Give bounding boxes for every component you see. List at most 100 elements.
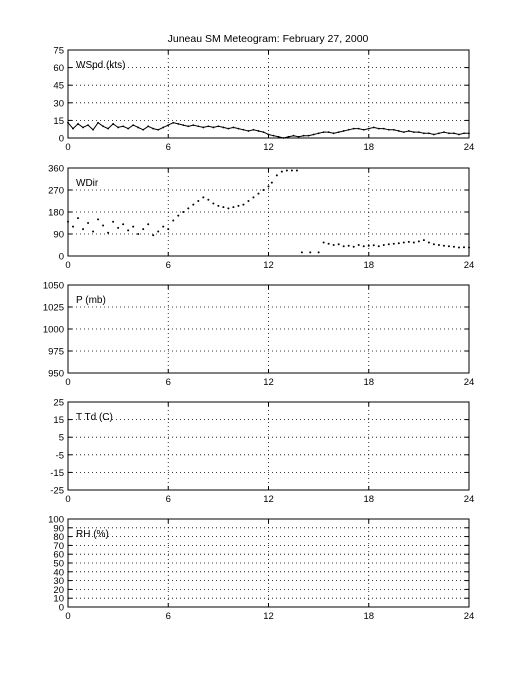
- data-point: [327, 242, 330, 245]
- x-tick-label: 0: [65, 611, 70, 622]
- data-point: [117, 226, 120, 229]
- y-tick-label: 80: [53, 532, 64, 543]
- data-point: [367, 244, 370, 247]
- data-point: [312, 133, 315, 136]
- data-point: [117, 126, 120, 129]
- data-point: [227, 207, 230, 210]
- data-point: [422, 239, 425, 242]
- data-point: [192, 124, 195, 126]
- data-point: [222, 206, 225, 209]
- data-point: [300, 251, 303, 254]
- data-point: [67, 121, 69, 124]
- data-point: [442, 244, 445, 247]
- data-point: [332, 132, 335, 135]
- data-point: [332, 244, 335, 246]
- data-point: [468, 246, 470, 249]
- data-point: [97, 121, 99, 124]
- x-tick-label: 24: [464, 611, 475, 622]
- data-point: [137, 126, 140, 129]
- data-point: [352, 127, 355, 130]
- y-tick-label: 25: [53, 398, 64, 409]
- data-point: [427, 241, 430, 244]
- data-point: [463, 132, 465, 135]
- data-point: [322, 241, 325, 244]
- data-point: [428, 132, 430, 135]
- data-point: [252, 196, 255, 199]
- data-point: [222, 126, 225, 129]
- data-point: [352, 245, 355, 248]
- y-tick-label: 50: [53, 559, 64, 570]
- figure-title: Juneau SM Meteogram: February 27, 2000: [168, 33, 369, 45]
- x-tick-label: 24: [464, 142, 475, 153]
- panel-label: WSpd (kts): [76, 60, 125, 71]
- x-tick-label: 12: [263, 142, 274, 153]
- y-tick-label: 90: [53, 230, 64, 241]
- data-point: [167, 124, 170, 126]
- x-tick-label: 24: [464, 494, 475, 505]
- data-point: [377, 127, 380, 130]
- data-point: [453, 132, 455, 135]
- data-point: [257, 192, 260, 195]
- data-point: [342, 245, 345, 248]
- data-point: [102, 125, 104, 128]
- y-tick-label: 60: [53, 550, 64, 561]
- data-point: [402, 131, 405, 134]
- data-point: [107, 127, 109, 130]
- y-tick-label: -25: [50, 486, 64, 497]
- data-point: [92, 230, 95, 233]
- data-point: [317, 132, 320, 135]
- data-point: [422, 132, 425, 135]
- data-point: [202, 126, 205, 129]
- data-point: [177, 214, 180, 217]
- data-point: [177, 123, 180, 125]
- data-point: [287, 135, 290, 138]
- data-point: [292, 134, 295, 137]
- data-point: [212, 126, 215, 129]
- data-point: [433, 133, 435, 136]
- data-point: [382, 127, 385, 130]
- data-point: [397, 130, 400, 132]
- y-tick-label: 20: [53, 585, 64, 596]
- x-tick-label: 24: [464, 260, 475, 271]
- data-point: [242, 128, 245, 131]
- data-point: [447, 245, 450, 248]
- y-tick-label: 30: [53, 98, 64, 109]
- data-point: [252, 128, 255, 131]
- x-tick-label: 0: [65, 377, 70, 388]
- x-tick-label: 0: [65, 494, 70, 505]
- data-point: [362, 245, 365, 248]
- data-point: [72, 225, 75, 228]
- panel-temp: 0 6 12 18 24 -25 -15 -5 5 15 25 T Td (C): [50, 398, 474, 506]
- data-point: [392, 242, 395, 245]
- data-point: [437, 244, 440, 246]
- data-point: [152, 127, 155, 130]
- y-tick-label: 975: [48, 347, 64, 358]
- data-point: [232, 126, 235, 129]
- data-point: [417, 131, 420, 134]
- data-point: [212, 202, 215, 205]
- data-point: [262, 189, 265, 191]
- data-point: [457, 246, 460, 249]
- data-point: [357, 127, 360, 130]
- data-point: [458, 133, 460, 136]
- data-point: [307, 134, 310, 137]
- y-tick-label: 90: [53, 523, 64, 534]
- data-point: [357, 244, 360, 246]
- data-point: [432, 243, 435, 246]
- panel-label: WDir: [76, 178, 99, 189]
- data-point: [468, 132, 470, 135]
- panel-wspd: 0 6 12 18 24 0 15 30 45 60 75 WSpd (kts): [53, 46, 474, 154]
- data-point: [367, 127, 370, 130]
- data-point: [362, 128, 365, 131]
- data-point: [92, 128, 94, 131]
- x-tick-label: 12: [263, 494, 274, 505]
- x-tick-label: 6: [166, 611, 171, 622]
- data-point: [132, 225, 135, 228]
- data-point: [197, 200, 200, 202]
- data-point: [197, 125, 200, 128]
- data-point: [72, 127, 74, 130]
- data-point: [207, 125, 210, 128]
- data-point: [237, 204, 240, 207]
- y-tick-label: 5: [59, 433, 64, 444]
